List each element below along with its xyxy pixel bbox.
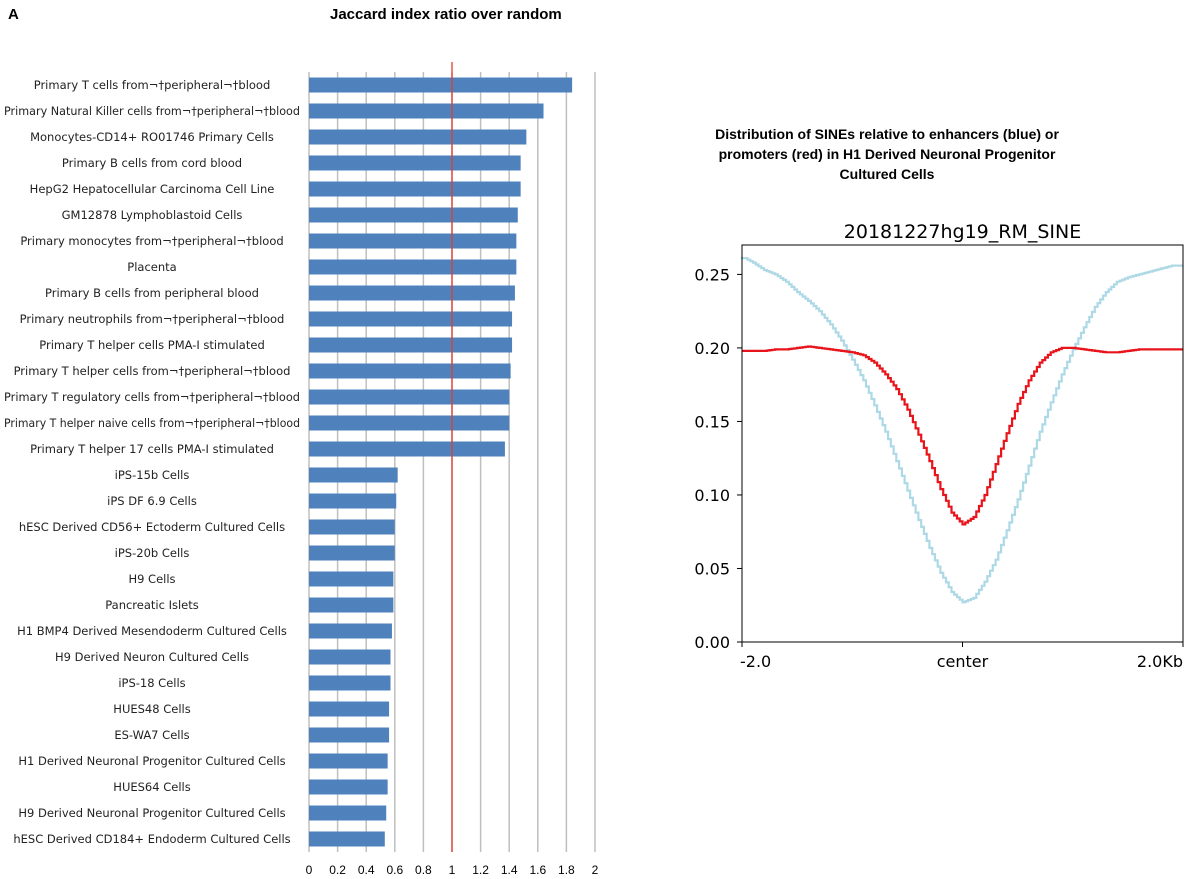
bar (309, 415, 510, 431)
category-label: Primary B cells from peripheral blood (45, 286, 259, 300)
category-label: Primary T helper cells PMA-I stimulated (39, 338, 265, 352)
bar (309, 649, 391, 665)
category-label: HUES48 Cells (113, 702, 190, 716)
y-tick-label: 0.10 (694, 486, 730, 505)
x-tick-label: 0.6 (386, 863, 403, 877)
category-label: Pancreatic Islets (105, 598, 199, 612)
bar (309, 753, 388, 769)
bar (309, 597, 394, 613)
x-tick-label: 1.4 (501, 863, 518, 877)
category-label: iPS-15b Cells (115, 468, 190, 482)
x-tick-label: 0.4 (358, 863, 375, 877)
bar (309, 727, 390, 743)
x-tick-label: 0.8 (415, 863, 432, 877)
category-label: H1 Derived Neuronal Progenitor Cultured … (18, 754, 285, 768)
category-label: Placenta (127, 260, 176, 274)
panel-label: A (8, 6, 19, 23)
category-label: iPS-18 Cells (118, 676, 185, 690)
x-tick-label: -2.0 (740, 652, 771, 671)
bar (309, 779, 388, 795)
y-tick-label: 0.20 (694, 339, 730, 358)
category-label: HUES64 Cells (113, 780, 190, 794)
category-label: H9 Cells (128, 572, 175, 586)
category-label: ES-WA7 Cells (114, 728, 189, 742)
bar (309, 285, 515, 301)
x-tick-label: 2.0Kb (1137, 652, 1183, 671)
category-label: Primary monocytes from¬†peripheral¬†bloo… (20, 234, 283, 248)
category-label: H9 Derived Neuron Cultured Cells (55, 650, 249, 664)
bar (309, 389, 510, 405)
category-label: H9 Derived Neuronal Progenitor Cultured … (18, 806, 285, 820)
bar (309, 129, 527, 145)
y-tick-label: 0.25 (694, 265, 730, 284)
bar (309, 805, 387, 821)
category-label: Primary T cells from¬†peripheral¬†blood (34, 78, 271, 92)
x-tick-label: 2 (592, 863, 599, 877)
bar (309, 441, 505, 457)
promoter-series-line (742, 345, 1183, 526)
x-tick-label: center (937, 652, 989, 671)
x-tick-label: 1.6 (529, 863, 546, 877)
enhancer-series-line (740, 256, 1183, 604)
bar (309, 155, 521, 171)
category-label: H1 BMP4 Derived Mesendoderm Cultured Cel… (17, 624, 287, 638)
bar (309, 519, 395, 535)
bar (309, 103, 544, 119)
category-label: Monocytes-CD14+ RO01746 Primary Cells (30, 130, 274, 144)
category-label: Primary T regulatory cells from¬†periphe… (4, 390, 300, 404)
category-label: Primary Natural Killer cells from¬†perip… (4, 104, 300, 118)
category-label: Primary B cells from cord blood (62, 156, 242, 170)
y-tick-label: 0.00 (694, 633, 730, 652)
bar (309, 259, 517, 275)
bar (309, 701, 390, 717)
bar (309, 675, 391, 691)
bar (309, 493, 397, 509)
category-label: HepG2 Hepatocellular Carcinoma Cell Line (30, 182, 275, 196)
category-label: Primary T helper cells from¬†peripheral¬… (14, 364, 291, 378)
x-tick-label: 1 (449, 863, 456, 877)
bar (309, 545, 395, 561)
y-tick-label: 0.05 (694, 559, 730, 578)
x-tick-label: 1.2 (472, 863, 489, 877)
bar (309, 207, 518, 223)
x-tick-label: 1.8 (558, 863, 575, 877)
category-label: Primary neutrophils from¬†peripheral¬†bl… (20, 312, 285, 326)
bar (309, 77, 573, 93)
bar-chart-title: Jaccard index ratio over random (330, 6, 562, 23)
category-label: iPS DF 6.9 Cells (107, 494, 197, 508)
bar (309, 623, 392, 639)
x-tick-label: 0.2 (329, 863, 346, 877)
plot-frame (741, 244, 1184, 643)
bar (309, 311, 513, 327)
bar-chart: 0 0.2 0.4 0.6 0.8 1 1.2 1.4 1.6 1.8 2 Primary T cel… (4, 62, 599, 877)
bar (309, 337, 513, 353)
category-label: hESC Derived CD56+ Ectoderm Cultured Cel… (19, 520, 285, 534)
y-tick-label: 0.15 (694, 412, 730, 431)
bar (309, 467, 398, 483)
category-label: GM12878 Lymphoblastoid Cells (62, 208, 243, 222)
category-label: iPS-20b Cells (115, 546, 190, 560)
category-label: Primary T helper naive cells from¬†perip… (4, 416, 300, 430)
bar (309, 571, 394, 587)
x-tick-label: 0 (306, 863, 313, 877)
bar (309, 233, 517, 249)
bar (309, 831, 385, 847)
category-label: hESC Derived CD184+ Endoderm Cultured Ce… (13, 832, 290, 846)
bar (309, 363, 511, 379)
category-label: Primary T helper 17 cells PMA-I stimulat… (30, 442, 274, 456)
bar (309, 181, 521, 197)
line-chart-caption: Distribution of SINEs relative to enhanc… (715, 126, 1059, 182)
line-chart-title: 20181227hg19_RM_SINE (844, 221, 1081, 243)
